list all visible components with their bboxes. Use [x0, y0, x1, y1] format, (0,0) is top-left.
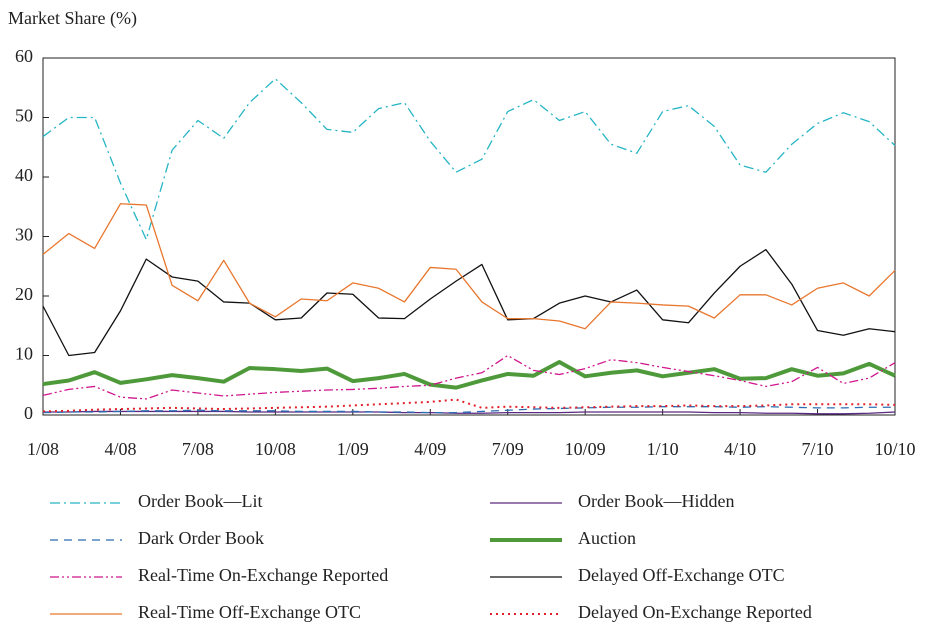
series-line	[42, 78, 896, 241]
x-tick-label: 7/10	[802, 439, 834, 459]
y-tick-label: 20	[15, 284, 33, 304]
y-tick-label: 10	[15, 344, 33, 364]
series-line	[42, 360, 896, 390]
series-line	[42, 203, 896, 330]
x-tick-label: 10/08	[255, 439, 296, 459]
legend-label: Real-Time On-Exchange Reported	[138, 565, 388, 585]
y-tick-label: 50	[15, 106, 33, 126]
x-tick-label: 4/10	[724, 439, 756, 459]
series-line	[42, 354, 896, 400]
x-tick-label: 1/08	[27, 439, 59, 459]
legend-label: Dark Order Book	[138, 528, 264, 548]
legend-label: Auction	[578, 528, 636, 548]
x-tick-label: 7/09	[492, 439, 524, 459]
legend-label: Order Book—Lit	[138, 491, 262, 511]
series-line	[42, 398, 896, 413]
legend-label: Real-Time Off-Exchange OTC	[138, 602, 361, 622]
x-tick-label: 4/09	[414, 439, 446, 459]
x-tick-label: 1/10	[647, 439, 679, 459]
x-tick-label: 10/10	[874, 439, 915, 459]
y-tick-label: 40	[15, 165, 33, 185]
x-tick-label: 10/09	[565, 439, 606, 459]
series-line	[42, 248, 896, 357]
x-tick-label: 4/08	[104, 439, 136, 459]
y-tick-label: 60	[15, 46, 33, 66]
y-tick-label: 0	[24, 403, 33, 423]
x-tick-label: 7/08	[182, 439, 214, 459]
legend-label: Order Book—Hidden	[578, 491, 734, 511]
series-line	[42, 406, 895, 414]
x-tick-label: 1/09	[337, 439, 369, 459]
series-line	[43, 410, 896, 415]
legend-label: Delayed Off-Exchange OTC	[578, 565, 785, 585]
y-axis-label: Market Share (%)	[8, 8, 137, 29]
y-tick-label: 30	[15, 225, 33, 245]
legend-label: Delayed On-Exchange Reported	[578, 602, 812, 622]
plot-frame	[42, 57, 896, 416]
